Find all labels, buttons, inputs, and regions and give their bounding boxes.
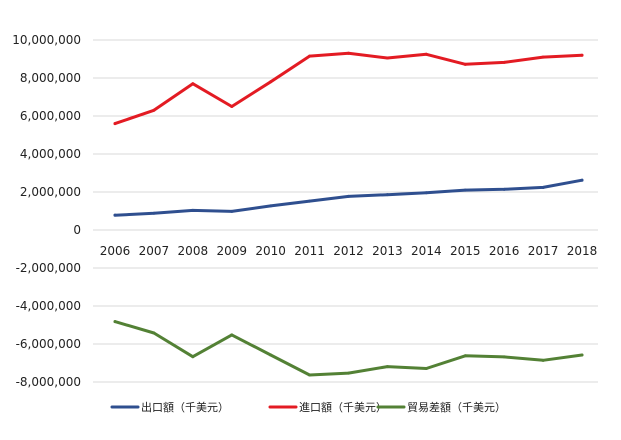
data-point	[308, 373, 312, 377]
y-tick-label: -4,000,000	[16, 299, 81, 313]
data-point	[152, 331, 156, 335]
data-point	[424, 191, 428, 195]
x-tick-label: 2011	[294, 244, 325, 258]
data-point	[424, 367, 428, 371]
data-point	[308, 199, 312, 203]
data-point	[424, 52, 428, 56]
series-lines	[113, 51, 584, 377]
data-point	[152, 108, 156, 112]
y-tick-label: -6,000,000	[16, 337, 81, 351]
data-point	[269, 204, 273, 208]
x-tick-label: 2010	[255, 244, 286, 258]
gridlines	[93, 39, 598, 383]
legend-label: 出口額（千美元）	[141, 400, 229, 414]
y-tick-label: 6,000,000	[20, 109, 81, 123]
x-tick-label: 2016	[489, 244, 520, 258]
data-point	[113, 213, 117, 217]
x-tick-label: 2018	[567, 244, 598, 258]
data-point	[385, 193, 389, 197]
x-tick-label: 2015	[450, 244, 481, 258]
data-point	[580, 53, 584, 57]
legend-label: 進口額（千美元）	[299, 401, 387, 414]
data-point	[230, 333, 234, 337]
y-tick-label: -2,000,000	[16, 261, 81, 275]
data-point	[541, 185, 545, 189]
data-point	[308, 54, 312, 58]
data-point	[385, 365, 389, 369]
x-tick-label: 2012	[333, 244, 364, 258]
y-tick-label: 4,000,000	[20, 147, 81, 161]
data-point	[347, 51, 350, 55]
data-point	[502, 187, 506, 191]
legend-label: 貿易差額（千美元）	[407, 400, 506, 414]
data-point	[580, 353, 584, 357]
data-point	[541, 55, 545, 59]
data-point	[580, 178, 584, 182]
data-point	[191, 355, 195, 359]
data-point	[541, 358, 545, 362]
x-tick-label: 2007	[139, 244, 170, 258]
data-point	[347, 194, 350, 198]
data-point	[113, 122, 117, 126]
data-point	[347, 371, 350, 375]
data-point	[230, 209, 234, 213]
data-point	[269, 80, 273, 84]
data-point	[502, 60, 506, 64]
data-point	[191, 208, 195, 212]
data-point	[191, 82, 195, 86]
series-line-1	[113, 51, 584, 126]
x-tick-label: 2008	[178, 244, 209, 258]
data-point	[152, 211, 156, 215]
data-point	[113, 320, 117, 324]
legend-item: 貿易差額（千美元）	[376, 400, 506, 414]
legend-item: 出口額（千美元）	[110, 400, 229, 414]
data-point	[269, 353, 273, 357]
y-tick-label: -8,000,000	[16, 375, 81, 389]
data-point	[230, 105, 234, 108]
x-tick-label: 2006	[100, 244, 131, 258]
x-axis-tick-labels: 2006 2007 2008 2009 2010 2011 2012 2013 2014 2015…	[100, 244, 598, 258]
y-tick-label: 2,000,000	[20, 185, 81, 199]
x-tick-label: 2013	[372, 244, 403, 258]
y-tick-label: 10,000,000	[12, 33, 81, 47]
y-tick-label: 8,000,000	[20, 71, 81, 85]
data-point	[463, 188, 467, 192]
data-point	[463, 354, 467, 358]
data-point	[385, 56, 389, 60]
x-tick-label: 2009	[216, 244, 247, 258]
data-point	[502, 355, 506, 359]
series-line-2	[113, 320, 584, 377]
x-tick-label: 2014	[411, 244, 442, 258]
legend-item: 進口額（千美元）	[268, 401, 387, 414]
y-axis-tick-labels: 10,000,000 8,000,000 6,000,000 4,000,000 2,0…	[12, 33, 81, 389]
x-tick-label: 2017	[528, 244, 559, 258]
legend: 出口額（千美元） 進口額（千美元） 貿易差額（千美元）	[110, 400, 506, 414]
data-point	[463, 62, 467, 66]
y-tick-label: 0	[73, 223, 81, 237]
